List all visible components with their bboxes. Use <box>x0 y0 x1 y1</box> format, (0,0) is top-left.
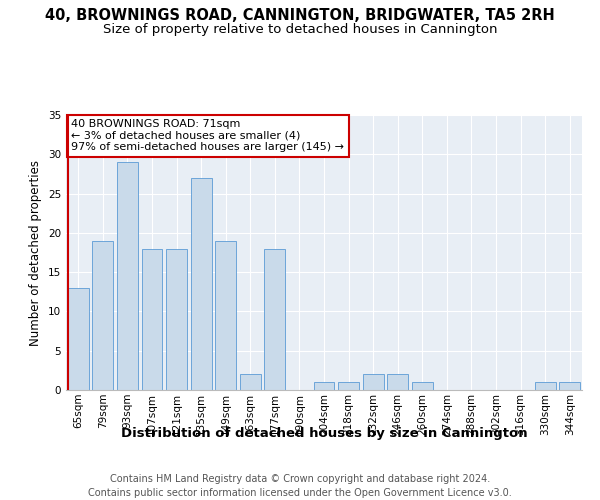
Text: 40, BROWNINGS ROAD, CANNINGTON, BRIDGWATER, TA5 2RH: 40, BROWNINGS ROAD, CANNINGTON, BRIDGWAT… <box>45 8 555 22</box>
Bar <box>314 382 334 390</box>
Bar <box>535 382 556 390</box>
Y-axis label: Number of detached properties: Number of detached properties <box>29 160 43 346</box>
Bar <box>362 374 383 390</box>
Bar <box>240 374 261 390</box>
Bar <box>559 382 580 390</box>
Text: Distribution of detached houses by size in Cannington: Distribution of detached houses by size … <box>121 428 527 440</box>
Bar <box>265 248 286 390</box>
Bar <box>68 288 89 390</box>
Bar <box>215 240 236 390</box>
Bar <box>387 374 408 390</box>
Bar <box>338 382 359 390</box>
Text: 40 BROWNINGS ROAD: 71sqm
← 3% of detached houses are smaller (4)
97% of semi-det: 40 BROWNINGS ROAD: 71sqm ← 3% of detache… <box>71 119 344 152</box>
Bar <box>92 240 113 390</box>
Bar <box>142 248 163 390</box>
Bar <box>166 248 187 390</box>
Bar <box>412 382 433 390</box>
Text: Contains HM Land Registry data © Crown copyright and database right 2024.
Contai: Contains HM Land Registry data © Crown c… <box>88 474 512 498</box>
Text: Size of property relative to detached houses in Cannington: Size of property relative to detached ho… <box>103 22 497 36</box>
Bar <box>117 162 138 390</box>
Bar <box>191 178 212 390</box>
